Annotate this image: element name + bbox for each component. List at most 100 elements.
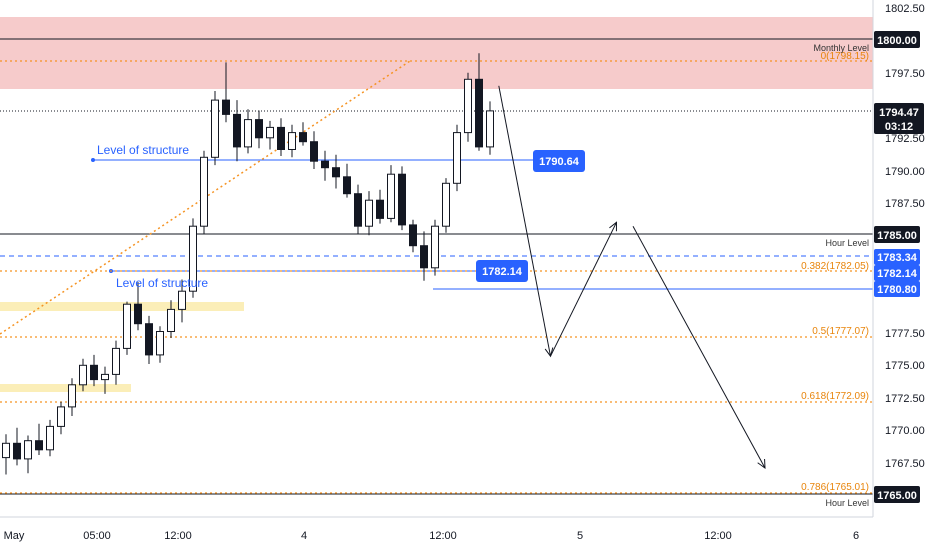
projection-segment [550, 222, 617, 357]
monthly-level-label: Monthly Level [813, 43, 869, 53]
candle-up [57, 406, 65, 427]
structure-badge-lower: 1782.14 [482, 266, 523, 278]
candle-up [112, 347, 120, 375]
candle-down [13, 442, 21, 460]
candle-up [288, 132, 296, 151]
candle-up [189, 225, 197, 292]
y-tick-1792-50: 1792.50 [885, 133, 925, 145]
candle-up [431, 225, 439, 269]
axis-badge-1783: 1783.34 [877, 252, 918, 264]
candle-up [167, 308, 175, 332]
candle-up [68, 384, 76, 408]
x-tick-may: May [4, 530, 25, 542]
candle-up [387, 173, 395, 219]
structure-anchor-upper [91, 158, 95, 162]
candle-down [145, 323, 153, 356]
candle-up [211, 99, 219, 158]
structure-label-upper: Level of structure [97, 143, 189, 157]
candle-down [321, 160, 329, 169]
price-axis[interactable]: 1802.50 1797.50 1792.50 1790.00 1787.50 … [872, 0, 925, 517]
candle-down [277, 126, 285, 151]
axis-badge-1785: 1785.00 [877, 230, 917, 242]
projection-segment [498, 85, 551, 357]
candle-up [244, 119, 252, 148]
fib-label-0786: 0.786(1765.01) [801, 482, 869, 493]
fib-labels: 0(1798.15) 0.382(1782.05) 0.5(1777.07) 0… [801, 51, 869, 493]
candle-up [442, 182, 450, 227]
candle-up [46, 425, 54, 451]
y-tick-1802-50: 1802.50 [885, 3, 925, 15]
candle-up [365, 199, 373, 227]
axis-badge-1800-bg [874, 31, 920, 48]
supply-zone [0, 17, 873, 89]
last-price-countdown: 03:12 [885, 121, 913, 133]
projection-arrowhead [757, 458, 766, 470]
y-tick-1772-50: 1772.50 [885, 393, 925, 405]
candle-down [90, 364, 98, 381]
candle-up [2, 442, 10, 459]
candle-down [420, 245, 428, 269]
projection-arrows [498, 85, 766, 470]
candle-up [24, 440, 32, 460]
y-tick-1770-00: 1770.00 [885, 425, 925, 437]
fib-label-0: 0(1798.15) [821, 51, 869, 62]
structure-badge-upper-bg [533, 150, 585, 172]
time-axis[interactable]: May 05:00 12:00 4 12:00 5 12:00 6 [0, 516, 873, 542]
fib-label-05: 0.5(1777.07) [812, 326, 869, 337]
projection-segment [632, 225, 766, 469]
x-tick-1200-b: 12:00 [429, 530, 457, 542]
axis-badge-1780: 1780.80 [877, 284, 917, 296]
candle-down [222, 99, 230, 115]
fib-label-0618: 0.618(1772.09) [801, 391, 869, 402]
hour-level-label-1785: Hour Level [825, 238, 869, 248]
candle-down [310, 141, 318, 162]
y-tick-1777-50: 1777.50 [885, 328, 925, 340]
candle-down [475, 78, 483, 148]
candle-up [266, 126, 274, 139]
y-tick-1787-50: 1787.50 [885, 198, 925, 210]
candle-down [409, 224, 417, 247]
candle-down [398, 173, 406, 226]
y-tick-1797-50: 1797.50 [885, 68, 925, 80]
x-tick-4: 4 [301, 530, 307, 542]
axis-badge-1783-bg [874, 249, 920, 265]
candle-down [233, 113, 241, 148]
candle-down [332, 167, 340, 178]
hour-level-label-1765: Hour Level [825, 498, 869, 508]
x-tick-0500: 05:00 [83, 530, 111, 542]
fib-label-0382: 0.382(1782.05) [801, 261, 869, 272]
candle-up [178, 290, 186, 310]
candle-down [299, 132, 307, 143]
candles-group [2, 53, 494, 475]
axis-badge-1780-bg [874, 281, 920, 297]
candle-down [255, 119, 263, 139]
candle-up [200, 156, 208, 227]
candle-down [376, 199, 384, 219]
candle-up [486, 110, 494, 148]
candle-down [354, 193, 362, 227]
axis-badge-1785-bg [874, 226, 920, 243]
candle-up [464, 78, 472, 134]
axis-badge-1765-bg [874, 486, 920, 503]
y-tick-1775-00: 1775.00 [885, 360, 925, 372]
x-tick-6: 6 [853, 530, 859, 542]
axis-badge-1782-bg [874, 265, 920, 281]
axis-badge-1765: 1765.00 [877, 490, 917, 502]
candle-up [156, 331, 164, 356]
y-tick-1767-50: 1767.50 [885, 458, 925, 470]
axis-badge-1800: 1800.00 [877, 35, 917, 47]
candle-down [35, 440, 43, 451]
candle-up [79, 364, 87, 386]
last-price-value: 1794.47 [879, 107, 919, 119]
demand-zone-lower [0, 384, 131, 392]
projection-arrowhead [609, 221, 618, 232]
structure-annotations: Level of structure Level of structure 17… [97, 143, 585, 290]
axis-badge-1782: 1782.14 [877, 268, 918, 280]
y-tick-1790-00: 1790.00 [885, 166, 925, 178]
structure-label-lower: Level of structure [116, 276, 208, 290]
x-tick-5: 5 [577, 530, 583, 542]
demand-zone-upper [0, 302, 244, 311]
x-tick-1200-a: 12:00 [164, 530, 192, 542]
candle-up [101, 373, 109, 381]
